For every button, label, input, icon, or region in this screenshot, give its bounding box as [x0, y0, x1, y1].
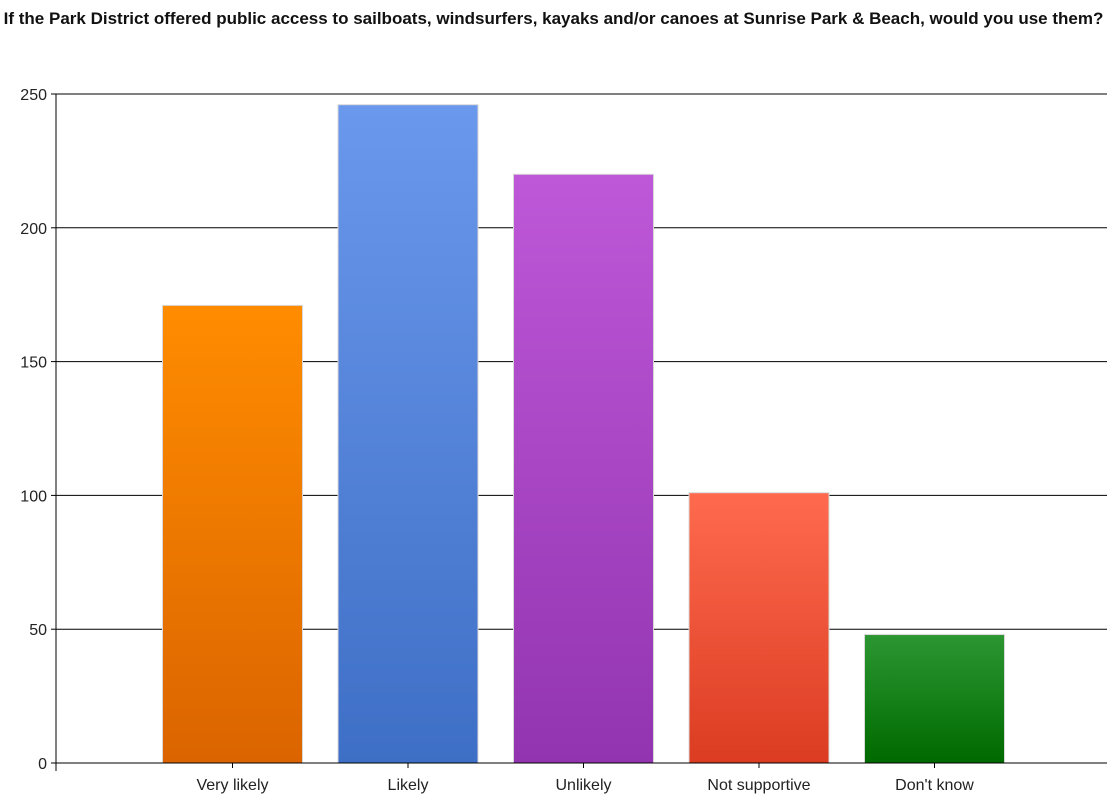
- x-tick-label: Not supportive: [707, 777, 810, 794]
- y-tick-label: 250: [20, 87, 47, 104]
- bar-not-supportive: [688, 492, 830, 764]
- y-tick-label: 200: [20, 221, 47, 238]
- x-tick-label: Likely: [388, 777, 429, 794]
- y-tick-label: 150: [20, 355, 47, 372]
- bar-don-t-know: [864, 634, 1005, 764]
- bar-very-likely: [162, 304, 303, 764]
- bar-unlikely: [513, 173, 654, 764]
- y-tick-label: 50: [29, 622, 47, 639]
- y-tick-label: 100: [20, 488, 47, 505]
- x-tick-label: Unlikely: [555, 777, 611, 794]
- axes: [51, 93, 1107, 771]
- bars: [162, 104, 1005, 764]
- bar-likely: [337, 104, 479, 764]
- y-tick-label: 0: [38, 756, 47, 773]
- chart-title: If the Park District offered public acce…: [3, 9, 1104, 28]
- x-tick-label: Very likely: [196, 777, 268, 794]
- x-tick-label: Don't know: [895, 777, 974, 794]
- labels: 0 50 100 150 200 250 Very likely Likely Unlikely…: [20, 87, 974, 794]
